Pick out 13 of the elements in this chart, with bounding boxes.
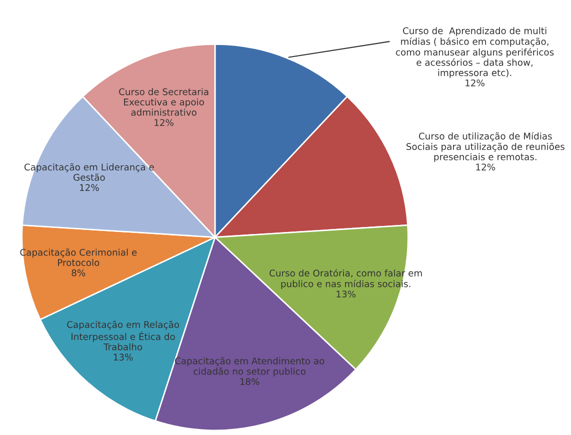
data-label: 13% [336, 290, 356, 298]
data-label: 12% [154, 119, 174, 126]
slice-label: Curso de Secretaria Executiva e apoio administrativo [119, 88, 208, 116]
data-label: 12% [80, 184, 99, 192]
slice-label: Capacitação em Relação Interpessoal e Ética do Trabalho [67, 320, 180, 350]
slice-label: Capacitação em Atendimento ao cidadão no setor publico [175, 357, 324, 377]
data-label: 8% [72, 269, 86, 276]
slice-label: Curso de Aprendizado de multi mídias ( básico em computação, como manusear alguns periféricos e acessórios – data show, impressora etc). [396, 27, 554, 78]
slice-label: Curso de utilização de Mídias Sociais para utilização de reuniões presenciais e remotas. [406, 132, 564, 162]
data-label: 18% [240, 378, 260, 386]
data-label: 13% [114, 354, 133, 361]
data-label: 12% [476, 164, 496, 171]
data-label: 12% [466, 79, 484, 86]
